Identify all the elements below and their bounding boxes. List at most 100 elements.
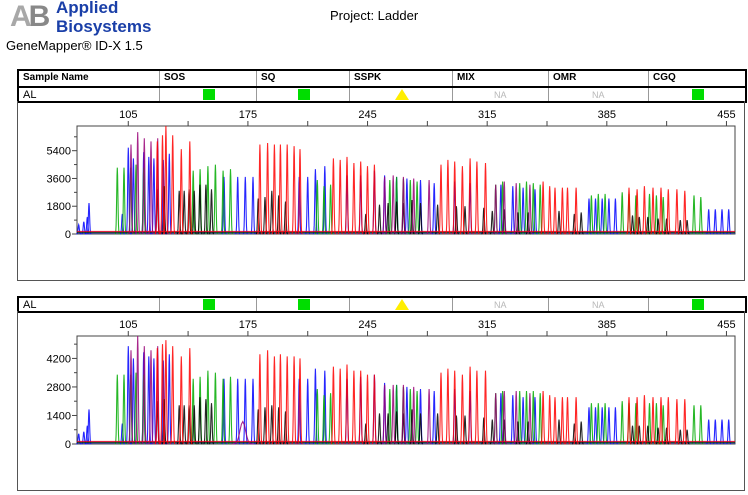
peak [409,200,415,235]
y-tick-label: 1800 [47,201,71,213]
peak [571,213,577,235]
peak [674,399,680,445]
y-tick-label: 1400 [47,410,71,422]
y-tick-label: 0 [65,229,71,241]
peak [212,372,219,445]
peak [227,376,234,445]
peak [527,184,533,235]
peak [501,181,507,235]
peak [719,209,725,235]
peak [451,370,458,445]
peak [409,409,415,445]
peak [231,420,254,445]
peak [606,407,612,445]
peak [684,219,690,235]
peak [291,356,297,445]
peak [712,209,718,235]
na-label: NA [592,90,605,100]
peak [547,395,553,445]
peak [706,209,712,235]
peak [178,356,184,445]
peak [376,204,383,235]
column-cgq: CGQ [648,71,745,86]
peak [276,407,282,445]
peak [523,390,530,445]
peak [445,159,451,235]
peak [474,161,480,235]
peak [602,193,608,235]
peak [257,144,263,235]
peak [271,144,278,235]
x-tick-label: 315 [478,319,496,331]
sample-row[interactable]: AL NA NA [17,296,747,313]
peak [481,207,487,235]
peak [482,370,489,445]
peak [588,195,594,235]
column-sspk: SSPK [349,71,452,86]
peaks-group [76,125,735,235]
peak [330,366,337,445]
column-sq: SQ [256,71,349,86]
peak [382,176,388,235]
logo-line1: Applied [56,0,119,17]
peak [357,370,364,445]
peak [513,390,519,445]
peak [114,167,120,235]
peak [573,397,579,445]
quality-flag-cell: NA [548,298,648,311]
quality-flag-cell [349,88,452,101]
electropherogram-panel: 105 175 245 315 385 455 0 1800 3600 5400 [17,101,745,281]
peak [634,189,640,235]
peak [134,132,141,235]
peak [612,198,618,235]
peak [344,156,350,235]
x-tick-label: 105 [119,319,137,331]
peak [382,384,388,445]
peak [650,397,656,445]
peak [400,384,406,445]
peak [665,397,671,445]
peak [337,159,343,235]
peak [169,346,176,445]
peak [364,374,371,445]
quality-flag-cell [648,298,745,311]
quality-flag-cell: NA [452,298,548,311]
peak [76,222,82,235]
peak [250,176,256,235]
peak [527,393,533,445]
peak [606,198,612,235]
peak [431,390,437,445]
peak [726,419,732,445]
peak [552,397,558,445]
sample-name: AL [23,89,37,101]
peak [176,405,182,445]
peak [242,378,248,445]
peak [257,354,263,445]
pass-square-icon [297,89,310,100]
peak [426,179,432,235]
pass-square-icon [691,299,704,310]
na-label: NA [494,90,507,100]
electropherogram-chart: 105 175 245 315 385 455 0 1400 2800 4200 [47,319,736,451]
peak [691,195,697,235]
peak [390,384,396,445]
sample-row[interactable]: AL NA NA [17,86,747,103]
peak [682,190,688,235]
peak [264,350,271,445]
x-tick-label: 455 [717,109,735,121]
peak [305,378,311,445]
x-tick-label: 245 [358,319,376,331]
pass-square-icon [202,299,215,310]
peak [208,403,215,445]
peak [282,411,289,445]
peak [297,149,303,235]
peak [264,142,271,235]
peak [84,216,90,235]
peak [719,419,725,445]
peak [255,409,261,445]
na-label: NA [592,300,605,310]
peak [451,161,458,235]
peak [371,374,378,445]
peak [559,397,565,445]
peak [540,390,546,445]
